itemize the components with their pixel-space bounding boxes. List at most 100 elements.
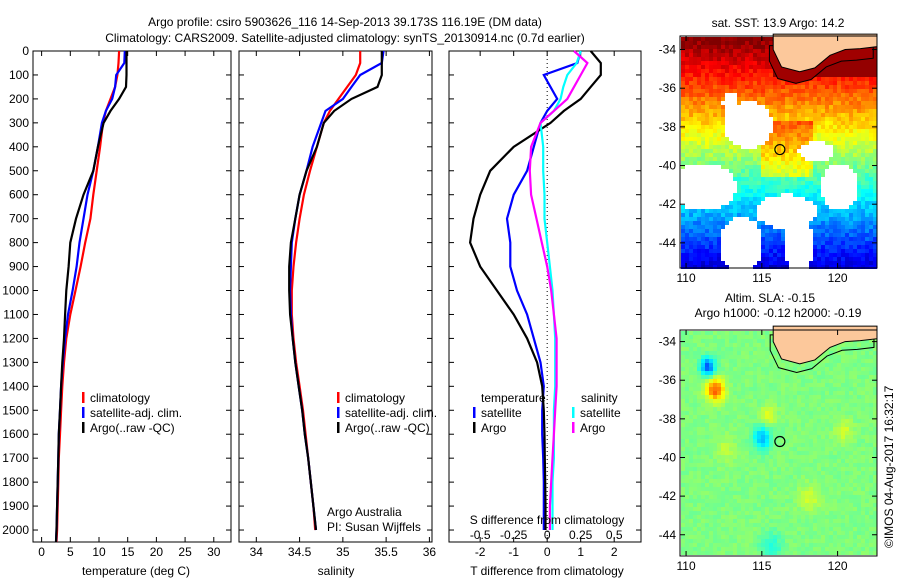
sst-cell [705,73,709,77]
sla-cell [781,423,785,427]
sst-cell [849,257,853,261]
sla-cell [745,463,749,467]
sla-cell [709,547,713,551]
sla-cell [845,507,849,511]
sst-cell [749,161,753,165]
sst-cell [821,205,825,209]
sla-cell [693,339,697,343]
sla-cell [741,551,745,555]
sla-cell [753,379,757,383]
sst-cell [761,197,765,201]
sla-cell [693,507,697,511]
sst-cell [745,197,749,201]
lon-tick-label: 120 [828,271,848,285]
sla-cell [733,543,737,547]
sla-cell [717,395,721,399]
sla-cell [737,427,741,431]
sla-cell [753,355,757,359]
sst-cell [817,113,821,117]
sst-cell [853,73,857,77]
sla-cell [713,435,717,439]
sla-cell [789,511,793,515]
sla-cell [713,467,717,471]
sla-cell [841,419,845,423]
sla-cell [709,343,713,347]
sst-cell [821,173,825,177]
sla-cell [761,403,765,407]
sla-cell [853,495,857,499]
sla-cell [841,495,845,499]
sla-cell [857,547,861,551]
sst-cell [721,49,725,53]
sla-cell [721,547,725,551]
sst-cell [869,193,873,197]
sst-cell [709,89,713,93]
sla-cell [689,471,693,475]
sla-cell [705,547,709,551]
sla-cell [697,347,701,351]
sst-cell [749,177,753,181]
sla-cell [777,491,781,495]
sla-cell [741,499,745,503]
sst-cell [693,225,697,229]
sst-cell [705,133,709,137]
sst-cell [845,93,849,97]
sst-cell [853,169,857,173]
sst-cell [825,253,829,257]
sla-cell [709,395,713,399]
sst-cell [789,97,793,101]
sst-cell [821,93,825,97]
sst-cell [829,233,833,237]
sst-cell [837,153,841,157]
sla-cell [777,527,781,531]
sla-cell [725,471,729,475]
sla-cell [845,467,849,471]
sst-cell [701,37,705,41]
sst-cell [757,65,761,69]
sla-cell [749,439,753,443]
sst-cell [681,157,685,161]
sla-cell [713,535,717,539]
sla-cell [689,363,693,367]
sla-cell [821,487,825,491]
sla-cell [813,487,817,491]
sst-cell [773,157,777,161]
sla-cell [781,447,785,451]
sst-cell [741,169,745,173]
sla-cell [829,383,833,387]
sla-cell [837,415,841,419]
sst-cell [869,121,873,125]
sla-cell [793,467,797,471]
sla-cell [817,499,821,503]
sst-cell [713,69,717,73]
sst-cell [813,109,817,113]
sla-cell [841,463,845,467]
sla-cell [821,519,825,523]
sst-cell [857,185,861,189]
sla-cell [841,391,845,395]
sla-cell [685,387,689,391]
sla-cell [713,331,717,335]
sla-cell [777,427,781,431]
sla-cell [701,459,705,463]
sst-cell [837,129,841,133]
sst-cell [713,57,717,61]
sla-cell [713,363,717,367]
sla-cell [681,383,685,387]
sla-cell [817,423,821,427]
sla-cell [713,411,717,415]
sla-cell [717,507,721,511]
sla-cell [793,459,797,463]
sst-cell [869,145,873,149]
sst-cell [697,105,701,109]
sla-cell [853,391,857,395]
sla-cell [745,415,749,419]
sla-cell [857,503,861,507]
sst-cell [713,101,717,105]
sla-cell [709,387,713,391]
sla-cell [737,387,741,391]
sla-cell [829,363,833,367]
sla-cell [717,379,721,383]
sla-cell [849,467,853,471]
sst-cell [869,253,873,257]
